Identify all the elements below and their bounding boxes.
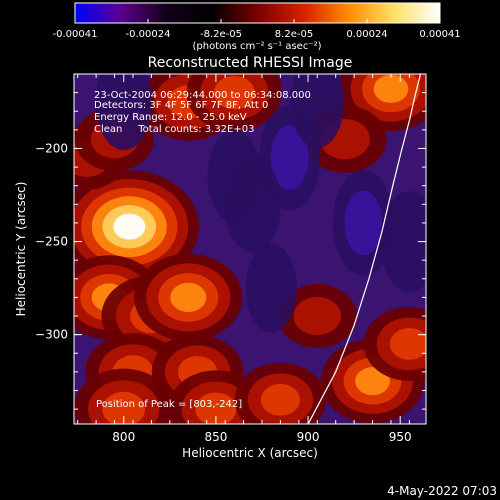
colorbar-unit-label: (photons cm⁻² s⁻¹ asec⁻²)	[192, 41, 321, 52]
y-tick-label: −250	[35, 235, 68, 249]
heatmap-cold-spot	[332, 170, 395, 276]
colorbar-tick-label: 8.2e-05	[275, 29, 313, 40]
chart-title: Reconstructed RHESSI Image	[148, 55, 353, 71]
x-tick-label: 900	[297, 430, 320, 444]
heatmap-cold-spot	[207, 130, 262, 223]
x-tick-label: 800	[112, 430, 135, 444]
heatmap-cold-spot	[379, 191, 426, 293]
plot-frame	[73, 73, 427, 425]
heatmap-hot-spot	[74, 368, 174, 424]
peak-position-label: Position of Peak = [803,-242]	[96, 399, 242, 410]
heatmap-hot-spot	[186, 74, 283, 132]
x-axis-label: Heliocentric X (arcsec)	[182, 446, 318, 460]
y-axis: −200 −250 −300	[35, 73, 426, 410]
heatmap-cold-spot	[290, 74, 345, 149]
x-tick-label: 850	[204, 430, 227, 444]
colorbar-tick-label: -0.00041	[53, 29, 98, 40]
annotation-detectors: Detectors: 3F 4F 5F 6F 7F 8F, Att 0	[94, 100, 268, 111]
heatmap-hot-spot	[134, 253, 243, 342]
annotation-clean: Clean Total counts: 3.32E+03	[94, 124, 254, 135]
footer-date: 4-May-2022 07:03	[387, 484, 497, 498]
y-tick-label: −300	[35, 328, 68, 342]
colorbar-tick-label: -8.2e-05	[200, 29, 242, 40]
x-tick-label: 950	[389, 430, 412, 444]
x-axis: 800 850 900 950	[77, 74, 412, 444]
y-axis-label: Heliocentric Y (arcsec)	[14, 182, 28, 317]
annotation-energy: Energy Range: 12.0 - 25.0 keV	[94, 112, 247, 123]
solar-limb-curve	[307, 74, 422, 424]
colorbar	[74, 2, 441, 24]
heatmap-hot-spot	[363, 306, 426, 381]
annotation-time: 23-Oct-2004 06:29:44.000 to 06:34:08.000	[94, 90, 311, 101]
y-tick-label: −200	[35, 141, 68, 155]
heatmap-hot-spot	[234, 362, 327, 424]
annotation-block: 23-Oct-2004 06:29:44.000 to 06:34:08.000…	[94, 90, 311, 135]
heatmap-cold-spot	[95, 74, 152, 151]
colorbar-tick-label: 0.00041	[419, 29, 460, 40]
colorbar-tick-label: 0.00024	[346, 29, 387, 40]
heatmap-hot-spot	[168, 370, 264, 424]
heatmap-field	[74, 74, 426, 424]
colorbar-ticks: -0.00041 -0.00024 -8.2e-05 8.2e-05 0.00024 0.…	[53, 19, 461, 40]
heatmap-hot-spot	[277, 284, 357, 349]
colorbar-tick-label: -0.00024	[126, 29, 171, 40]
heatmap-cold-spot	[245, 244, 297, 333]
heatmap-hot-spot	[74, 170, 199, 284]
